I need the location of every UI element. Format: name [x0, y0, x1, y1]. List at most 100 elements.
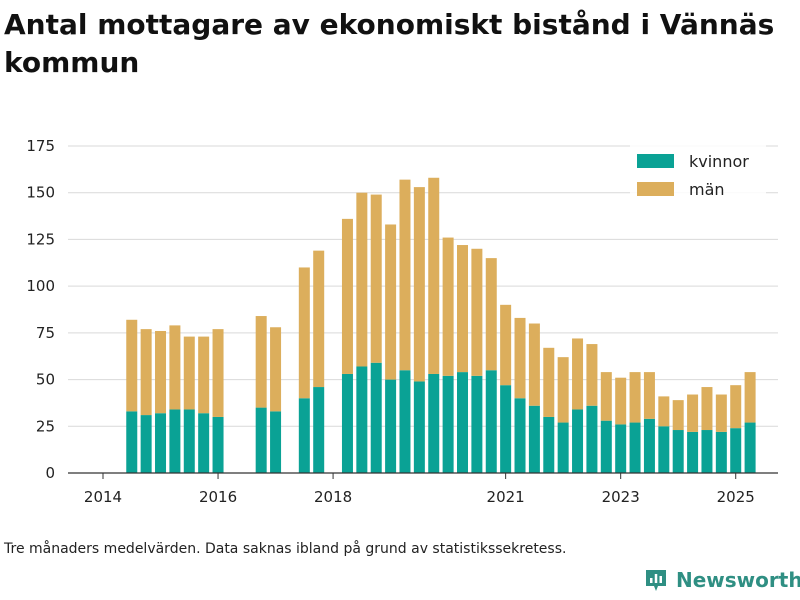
bar-man: [557, 357, 569, 423]
legend-label-man: män: [689, 180, 725, 199]
bar-man: [658, 396, 670, 427]
bar-kvinnor: [615, 424, 627, 473]
bar-kvinnor: [428, 373, 440, 473]
bar-man: [500, 304, 512, 386]
bar-kvinnor: [658, 426, 670, 473]
bar-kvinnor: [687, 431, 699, 473]
bar-kvinnor: [183, 409, 195, 473]
bar-kvinnor: [198, 413, 210, 473]
bar-man: [385, 224, 397, 380]
stacked-bar-chart: 0 25 50 75 100 125 150 175 2014 2016 2018 2021 2023…: [26, 137, 778, 506]
x-tick-label: 2014: [84, 488, 122, 506]
bar-kvinnor: [255, 407, 267, 473]
y-axis-ticks: 0 25 50 75 100 125 150 175: [26, 137, 55, 482]
bar-man: [586, 344, 598, 406]
legend-swatch-kvinnor: [637, 154, 674, 168]
bar-kvinnor: [370, 362, 382, 473]
y-tick-label: 75: [36, 324, 55, 342]
y-tick-label: 25: [36, 417, 55, 435]
bar-man: [600, 372, 612, 421]
bar-man: [413, 187, 425, 382]
bar-kvinnor: [313, 387, 325, 473]
bar-man: [629, 372, 641, 423]
bar-kvinnor: [413, 381, 425, 473]
bar-kvinnor: [399, 370, 411, 473]
bar-man: [528, 323, 540, 406]
bar-man: [687, 394, 699, 432]
bar-man: [169, 325, 181, 410]
y-tick-label: 50: [36, 371, 55, 389]
y-tick-label: 150: [26, 184, 55, 202]
footnote: Tre månaders medelvärden. Data saknas ib…: [4, 541, 567, 557]
chart-title: Antal mottagare av ekonomiskt bistånd i …: [4, 8, 775, 79]
bar-man: [155, 330, 167, 414]
bar-man: [715, 394, 727, 432]
bar-kvinnor: [356, 366, 368, 473]
bar-kvinnor: [442, 375, 454, 473]
bar-kvinnor: [643, 418, 655, 473]
bar-kvinnor: [385, 379, 397, 473]
bar-kvinnor: [629, 422, 641, 473]
bar-kvinnor: [155, 413, 167, 473]
bar-man: [485, 258, 497, 371]
bar-man: [140, 329, 152, 416]
bar-kvinnor: [500, 385, 512, 473]
bar-kvinnor: [586, 405, 598, 473]
bar-man: [615, 377, 627, 425]
newsworthy-logo-icon: [646, 570, 666, 591]
bar-man: [428, 177, 440, 374]
bar-man: [212, 329, 224, 417]
bar-kvinnor: [485, 370, 497, 473]
bar-kvinnor: [212, 416, 224, 473]
bar-man: [543, 347, 555, 417]
bar-kvinnor: [744, 422, 756, 473]
bar-man: [313, 250, 325, 388]
bar-man: [457, 245, 468, 373]
bar-kvinnor: [270, 411, 282, 473]
x-tick-label: 2025: [717, 488, 755, 506]
x-tick-label: 2016: [199, 488, 237, 506]
bar-man: [183, 336, 195, 410]
legend: kvinnor män: [630, 143, 766, 207]
bar-man: [442, 237, 454, 376]
bar-kvinnor: [572, 409, 584, 473]
bar-kvinnor: [140, 415, 152, 473]
bar-man: [126, 319, 138, 412]
bar-man: [298, 267, 310, 399]
bar-kvinnor: [600, 420, 612, 473]
bar-man: [572, 338, 584, 410]
bar-man: [255, 316, 267, 408]
brand-name: Newsworthy: [676, 568, 800, 592]
bar-kvinnor: [457, 372, 468, 473]
bar-man: [701, 387, 713, 431]
y-tick-label: 175: [26, 137, 55, 155]
bar-man: [471, 248, 483, 376]
bar-man: [514, 317, 526, 399]
bar-man: [744, 372, 756, 423]
bar-man: [643, 372, 655, 419]
bar-man: [370, 194, 382, 363]
x-tick-label: 2023: [602, 488, 640, 506]
bar-kvinnor: [557, 422, 569, 473]
bar-kvinnor: [730, 428, 742, 473]
x-axis-ticks: 2014 2016 2018 2021 2023 2025: [84, 473, 755, 506]
y-tick-label: 125: [26, 230, 55, 248]
bar-kvinnor: [126, 411, 138, 473]
x-tick-label: 2021: [487, 488, 525, 506]
x-tick-label: 2018: [314, 488, 352, 506]
bar-kvinnor: [298, 398, 310, 473]
y-tick-label: 100: [26, 277, 55, 295]
bar-man: [399, 179, 411, 371]
y-tick-label: 0: [45, 464, 55, 482]
bar-kvinnor: [528, 405, 540, 473]
bar-man: [270, 327, 282, 412]
bar-kvinnor: [701, 430, 713, 473]
legend-swatch-man: [637, 182, 674, 196]
brand-logo[interactable]: Newsworthy: [644, 568, 800, 592]
bar-kvinnor: [672, 430, 684, 473]
bar-kvinnor: [715, 431, 727, 473]
legend-background: [630, 143, 766, 207]
bar-kvinnor: [471, 375, 483, 473]
legend-label-kvinnor: kvinnor: [689, 152, 749, 171]
bars: [126, 177, 756, 473]
